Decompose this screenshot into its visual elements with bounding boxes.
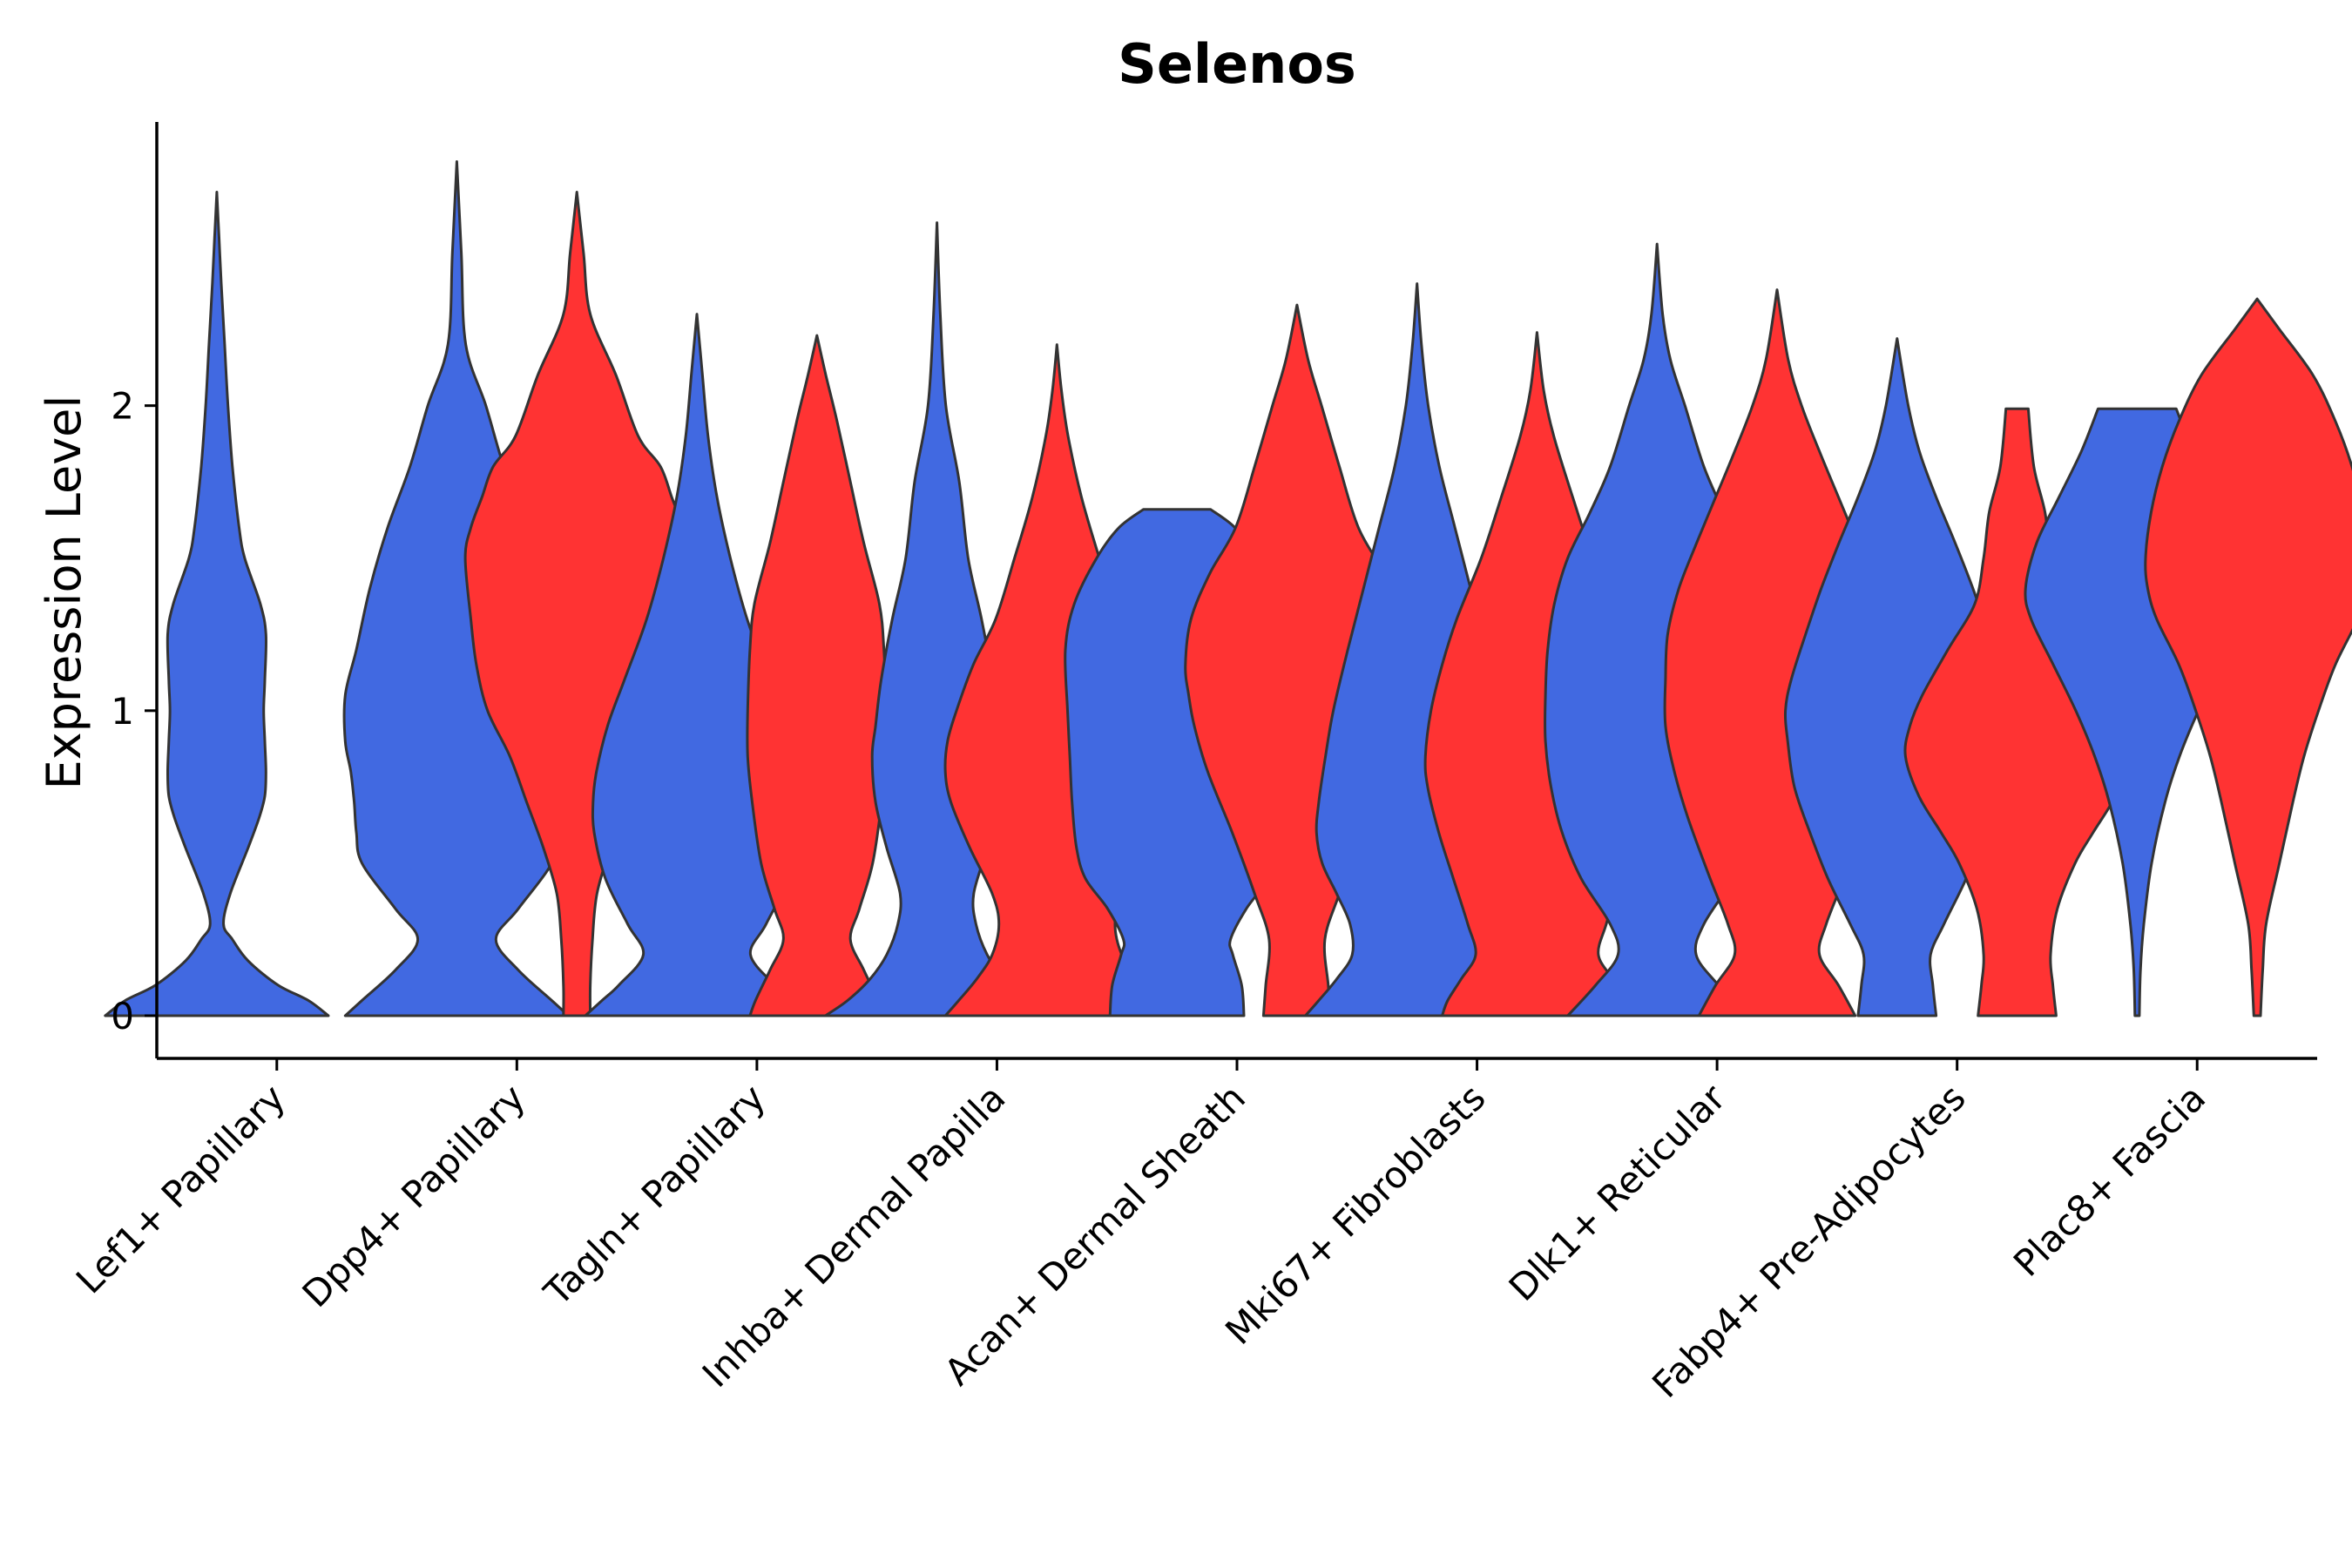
y-axis-label: Expression Level (37, 395, 91, 790)
violins-layer (104, 160, 2352, 1017)
y-tick-label: 0 (111, 995, 134, 1037)
violin-fabp4-pre-adipocytes-group-2 (1903, 407, 2131, 1017)
x-tick-label: Tagln+ Papillary (536, 1076, 774, 1314)
y-tick-label: 2 (111, 385, 134, 428)
chart-title: Selenos (1118, 32, 1356, 96)
x-tick-label: Plac8+ Fascia (2005, 1076, 2213, 1284)
x-tick-label: Lef1+ Papillary (68, 1076, 294, 1301)
x-tick-label: Dpp4+ Papillary (294, 1076, 534, 1315)
violin-plac8-fascia-group-2 (2144, 297, 2352, 1017)
x-tick-label: Mki67+ Fibroblasts (1217, 1076, 1493, 1352)
y-tick-label: 1 (111, 690, 134, 733)
violin-tagln-papillary-group-2 (746, 334, 889, 1017)
x-tick-label: Dlk1+ Reticular (1501, 1076, 1734, 1309)
violin-lef1-papillary-group-1 (104, 191, 330, 1017)
